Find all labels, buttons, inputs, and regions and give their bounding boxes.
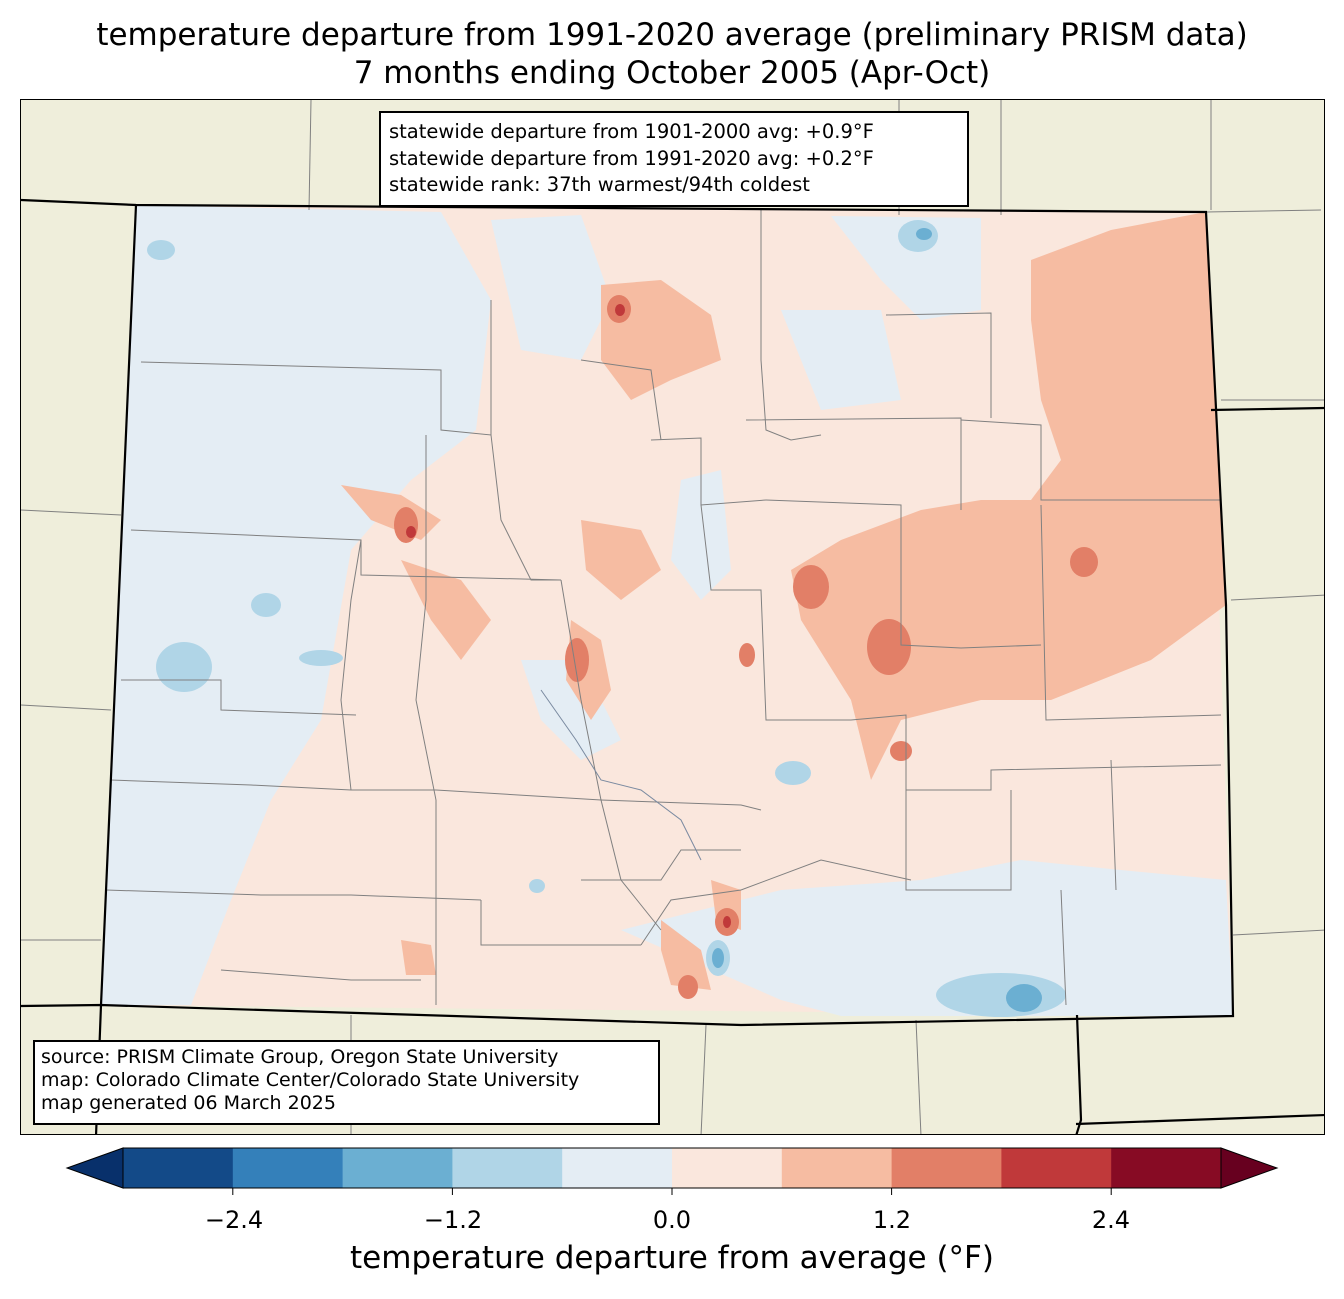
stats-line1: statewide departure from 1901-2000 avg: … [389,120,874,143]
colorbar-tick-3: 0.0 [652,1206,692,1234]
map-title-line2: 7 months ending October 2005 (Apr-Oct) [353,55,991,91]
map-title-line1: temperature departure from 1991-2020 ave… [96,17,1248,53]
colorbar-segment [232,1148,344,1188]
river-lines [540,689,702,861]
source-line1: source: PRISM Climate Group, Oregon Stat… [41,1046,559,1068]
colorbar-tick-4: 1.2 [872,1206,912,1234]
statewide-stats-box: statewide departure from 1901-2000 avg: … [379,111,969,207]
source-line3: map generated 06 March 2025 [41,1092,336,1114]
colorbar-extend-high [1220,1147,1279,1189]
map-canvas [21,100,1324,1134]
colorbar-tick-5: 2.4 [1091,1206,1131,1234]
colorbar-segment [1001,1148,1112,1188]
cool-regions-mid [712,228,1042,1012]
colorbar-segment [1111,1148,1222,1188]
colorbar-segment [342,1148,453,1188]
colorbar-label: temperature departure from average (°F) [350,1240,994,1276]
cool-regions-light [101,205,1233,1016]
stats-line2: statewide departure from 1991-2020 avg: … [389,146,874,170]
colorbar-segment [781,1148,893,1188]
colorbar [65,1147,1279,1195]
colorado-temperature-map: statewide departure from 1901-2000 avg: … [20,99,1325,1135]
colorbar-tick-1: −2.4 [204,1206,264,1234]
colorbar-tick-2: −1.2 [423,1206,483,1234]
source-box: source: PRISM Climate Group, Oregon Stat… [33,1040,660,1125]
colorbar-segment [562,1148,673,1188]
county-lines [105,210,1222,1006]
source-line2: map: Colorado Climate Center/Colorado St… [41,1069,580,1091]
warm-regions-hot [406,304,731,928]
colorbar-extend-low [65,1147,124,1189]
colorbar-segment [123,1148,234,1188]
stats-line3: statewide rank: 37th warmest/94th coldes… [389,173,810,196]
colorbar-segment [672,1148,783,1188]
colorbar-segment [452,1148,563,1188]
colorbar-segment [891,1148,1002,1188]
